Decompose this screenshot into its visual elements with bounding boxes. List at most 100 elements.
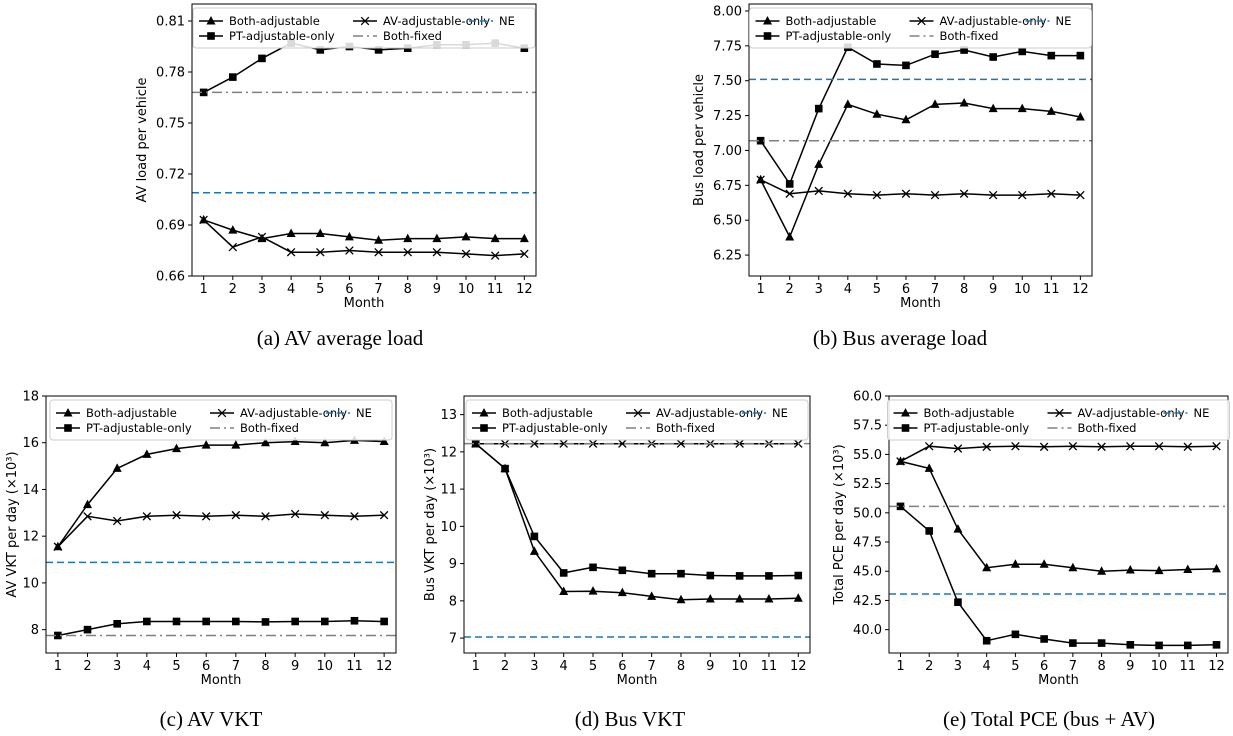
data-point [960, 46, 968, 54]
data-point [1097, 566, 1107, 575]
plot-frame [888, 395, 1229, 654]
y-tick-label: 6.25 [713, 249, 742, 264]
x-tick-label: 10 [458, 282, 475, 297]
x-tick-label: 7 [931, 282, 939, 297]
x-tick-label: 2 [229, 282, 237, 297]
legend-marker [901, 408, 910, 417]
legend-box [49, 399, 393, 441]
series-line-av-adjustable-only [760, 179, 1081, 196]
legend-label: NE [772, 406, 788, 420]
y-tick-label: 10 [22, 576, 39, 591]
data-point [706, 571, 715, 580]
x-tick-label: 5 [172, 659, 180, 674]
legend-label: NE [1056, 14, 1072, 28]
legend-marker [206, 16, 216, 25]
data-point [520, 249, 529, 259]
x-tick-label: 3 [815, 282, 823, 297]
data-point [989, 53, 997, 61]
x-tick-label: 5 [873, 282, 881, 297]
data-point [1097, 639, 1106, 647]
data-point [231, 510, 241, 520]
series-line-both-adjustable [203, 219, 525, 242]
legend-label: PT-adjustable-only [229, 29, 335, 43]
legend-box [192, 7, 536, 49]
y-tick-label: 42.5 [853, 594, 882, 609]
data-point [1154, 441, 1164, 451]
y-tick-label: 12 [22, 530, 39, 545]
y-tick-label: 0.78 [156, 66, 185, 81]
legend-label: NE [1194, 406, 1210, 420]
y-tick-label: 14 [22, 483, 39, 498]
data-point [589, 563, 597, 572]
data-point [228, 242, 238, 252]
legend-label: PT-adjustable-only [86, 421, 192, 435]
x-tick-label: 6 [202, 659, 210, 674]
legend-box [465, 399, 809, 441]
x-tick-label: 8 [960, 282, 968, 297]
legend-label: Both-adjustable [924, 406, 1015, 420]
x-tick-label: 9 [989, 282, 997, 297]
data-point [1017, 103, 1027, 113]
data-point [374, 46, 383, 54]
data-point [83, 499, 93, 509]
chart-b: 1 2 3 4 5 6 7 8 9 10 11 126.256.506.757.007.257.507… [692, 3, 1093, 311]
x-tick-label: 8 [1097, 659, 1105, 674]
data-point [199, 88, 208, 97]
data-point [705, 593, 715, 603]
data-point [112, 516, 122, 526]
data-point [290, 436, 300, 446]
data-point [896, 457, 905, 466]
legend-label: PT-adjustable-only [502, 421, 608, 435]
legend-label: NE [499, 14, 515, 28]
legend-label: NE [356, 406, 372, 420]
series-line-pt-adjustable-only [203, 42, 525, 94]
plot-frame [45, 395, 397, 654]
data-point [953, 524, 963, 533]
data-point [1069, 639, 1077, 647]
data-point [432, 247, 442, 257]
data-point [930, 190, 940, 200]
data-point [872, 109, 882, 118]
x-tick-label: 1 [54, 659, 62, 674]
x-tick-label: 9 [1126, 659, 1134, 674]
data-point [924, 441, 934, 451]
legend-marker [633, 408, 643, 418]
data-point [1097, 442, 1106, 452]
data-point [872, 190, 882, 200]
legend-label: AV-adjustable-only [383, 14, 490, 28]
legend-label: Both-fixed [1078, 421, 1137, 435]
data-point [1125, 565, 1135, 574]
x-tick-label: 6 [345, 282, 353, 297]
data-point [199, 215, 208, 225]
data-point [172, 443, 182, 453]
data-point [1212, 641, 1221, 649]
data-point [1047, 51, 1056, 60]
data-point [1183, 442, 1193, 452]
legend-marker [217, 408, 227, 418]
x-tick-label: 2 [786, 282, 794, 297]
data-point [350, 616, 359, 625]
data-point [559, 586, 569, 596]
data-point [461, 249, 471, 259]
data-point [1126, 641, 1135, 649]
data-point [201, 512, 211, 521]
caption-c: (c) AV VKT [159, 707, 263, 731]
data-point [112, 463, 122, 472]
x-axis-label: Month [900, 296, 941, 311]
data-point [501, 464, 509, 473]
data-point [676, 594, 686, 604]
y-tick-label: 0.69 [156, 219, 185, 234]
legend-label: Both-adjustable [786, 14, 877, 28]
x-tick-label: 4 [983, 659, 991, 674]
data-point [735, 593, 745, 603]
data-point [1068, 441, 1078, 451]
data-point [142, 449, 152, 458]
y-tick-label: 8 [449, 594, 457, 609]
data-point [374, 247, 383, 257]
x-tick-label: 4 [287, 282, 295, 297]
data-point [232, 617, 240, 626]
series-line-pt-adjustable-only [900, 505, 1217, 647]
legend-label: AV-adjustable-only [1078, 406, 1185, 420]
data-point [113, 619, 121, 628]
